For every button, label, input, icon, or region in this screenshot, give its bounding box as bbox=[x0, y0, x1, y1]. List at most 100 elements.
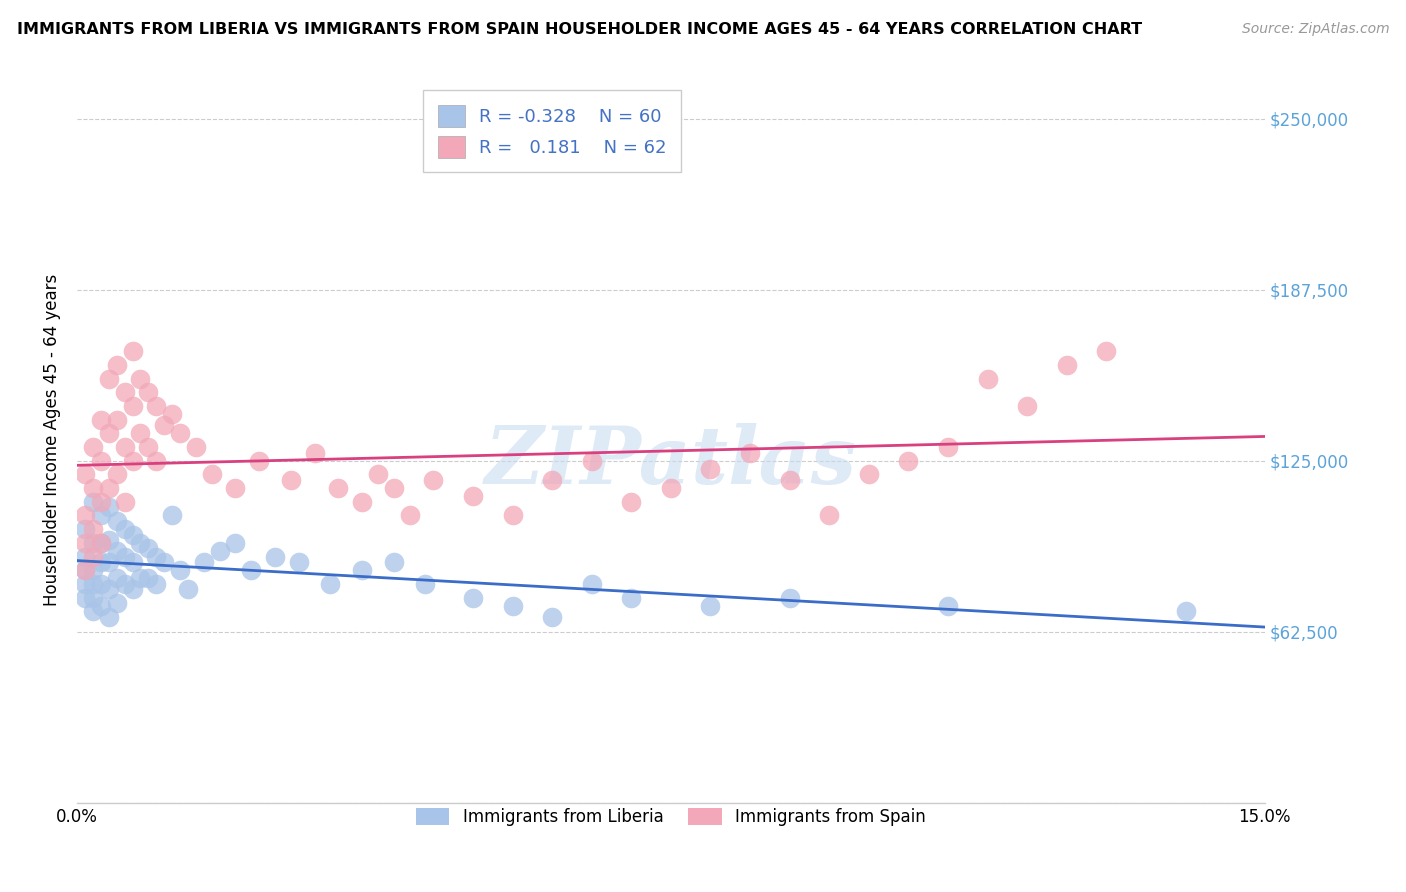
Point bbox=[224, 481, 246, 495]
Point bbox=[121, 399, 143, 413]
Point bbox=[73, 591, 96, 605]
Point bbox=[97, 555, 120, 569]
Point bbox=[936, 599, 959, 613]
Point bbox=[129, 571, 152, 585]
Point bbox=[169, 563, 191, 577]
Point bbox=[129, 536, 152, 550]
Point bbox=[367, 467, 389, 482]
Point bbox=[659, 481, 682, 495]
Point bbox=[82, 563, 104, 577]
Point bbox=[105, 412, 128, 426]
Point bbox=[90, 412, 112, 426]
Point bbox=[114, 577, 136, 591]
Point bbox=[153, 555, 176, 569]
Text: IMMIGRANTS FROM LIBERIA VS IMMIGRANTS FROM SPAIN HOUSEHOLDER INCOME AGES 45 - 64: IMMIGRANTS FROM LIBERIA VS IMMIGRANTS FR… bbox=[17, 22, 1142, 37]
Point bbox=[422, 473, 444, 487]
Point bbox=[73, 563, 96, 577]
Point bbox=[858, 467, 880, 482]
Point bbox=[82, 522, 104, 536]
Point bbox=[114, 385, 136, 400]
Point bbox=[97, 533, 120, 548]
Point bbox=[97, 481, 120, 495]
Point bbox=[90, 536, 112, 550]
Point bbox=[304, 445, 326, 459]
Point bbox=[73, 563, 96, 577]
Point bbox=[138, 385, 160, 400]
Point bbox=[90, 454, 112, 468]
Point bbox=[121, 527, 143, 541]
Point bbox=[105, 358, 128, 372]
Point bbox=[73, 508, 96, 523]
Point bbox=[82, 591, 104, 605]
Point bbox=[73, 467, 96, 482]
Point bbox=[97, 371, 120, 385]
Point bbox=[699, 599, 721, 613]
Point bbox=[90, 536, 112, 550]
Point bbox=[105, 514, 128, 528]
Point bbox=[779, 591, 801, 605]
Point bbox=[382, 555, 405, 569]
Point bbox=[280, 473, 302, 487]
Y-axis label: Householder Income Ages 45 - 64 years: Householder Income Ages 45 - 64 years bbox=[44, 274, 60, 607]
Point bbox=[82, 549, 104, 564]
Point bbox=[82, 577, 104, 591]
Point bbox=[502, 599, 524, 613]
Point bbox=[1056, 358, 1078, 372]
Point bbox=[1174, 604, 1197, 618]
Point bbox=[247, 454, 270, 468]
Point bbox=[114, 440, 136, 454]
Point bbox=[145, 549, 167, 564]
Point bbox=[201, 467, 224, 482]
Point bbox=[264, 549, 287, 564]
Point bbox=[160, 508, 183, 523]
Point bbox=[90, 555, 112, 569]
Point bbox=[208, 544, 231, 558]
Point bbox=[1017, 399, 1039, 413]
Point bbox=[699, 462, 721, 476]
Point bbox=[160, 407, 183, 421]
Point bbox=[105, 467, 128, 482]
Point bbox=[121, 555, 143, 569]
Point bbox=[97, 500, 120, 515]
Point bbox=[620, 591, 643, 605]
Point bbox=[177, 582, 200, 597]
Point bbox=[319, 577, 342, 591]
Point bbox=[82, 481, 104, 495]
Point bbox=[976, 371, 998, 385]
Point bbox=[97, 609, 120, 624]
Point bbox=[581, 454, 603, 468]
Point bbox=[145, 399, 167, 413]
Point bbox=[382, 481, 405, 495]
Point bbox=[90, 495, 112, 509]
Point bbox=[90, 577, 112, 591]
Point bbox=[97, 426, 120, 441]
Point bbox=[90, 508, 112, 523]
Point bbox=[105, 571, 128, 585]
Point bbox=[415, 577, 437, 591]
Point bbox=[240, 563, 263, 577]
Point bbox=[398, 508, 420, 523]
Text: ZIPatlas: ZIPatlas bbox=[485, 423, 858, 500]
Point bbox=[105, 544, 128, 558]
Point bbox=[936, 440, 959, 454]
Point bbox=[620, 495, 643, 509]
Point bbox=[352, 563, 374, 577]
Point bbox=[97, 582, 120, 597]
Point bbox=[82, 604, 104, 618]
Point bbox=[129, 426, 152, 441]
Point bbox=[73, 577, 96, 591]
Point bbox=[121, 582, 143, 597]
Point bbox=[114, 522, 136, 536]
Point bbox=[114, 549, 136, 564]
Point bbox=[169, 426, 191, 441]
Point bbox=[224, 536, 246, 550]
Point bbox=[461, 591, 484, 605]
Point bbox=[82, 536, 104, 550]
Point bbox=[461, 489, 484, 503]
Point bbox=[90, 599, 112, 613]
Point bbox=[897, 454, 920, 468]
Point bbox=[541, 609, 564, 624]
Point bbox=[145, 577, 167, 591]
Point bbox=[121, 454, 143, 468]
Point bbox=[121, 344, 143, 359]
